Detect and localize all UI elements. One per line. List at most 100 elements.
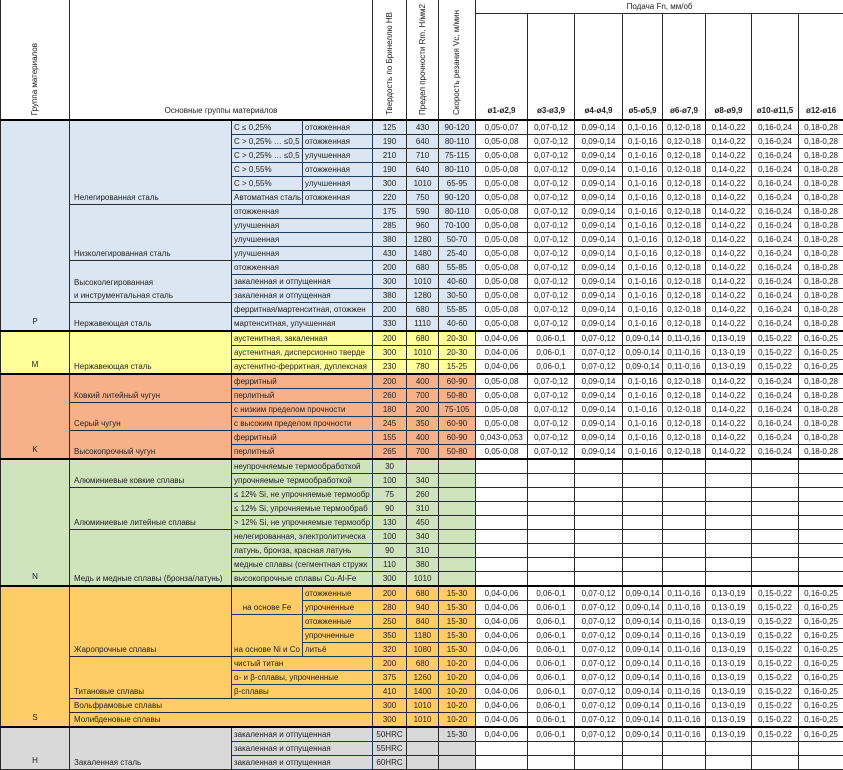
- feed-value: [575, 544, 623, 558]
- strength-value: 640: [407, 163, 439, 177]
- feed-value: 0,09-0,14: [623, 643, 663, 657]
- hardness-value: 200: [373, 261, 407, 275]
- feed-value: [706, 558, 752, 572]
- feed-value: 0,14-0,22: [706, 317, 752, 332]
- cutting-speed-value: [439, 544, 476, 558]
- feed-value: 0,09-0,14: [575, 389, 623, 403]
- material-main-group: Алюминиевые литейные сплавы: [70, 488, 232, 530]
- feed-value: 0,09-0,14: [623, 671, 663, 685]
- hardness-value: 110: [373, 558, 407, 572]
- cutting-speed-value: [439, 459, 476, 474]
- feed-value: 0,11-0,16: [663, 331, 706, 346]
- hardness-value: 180: [373, 403, 407, 417]
- feed-value: 0,16-0,24: [752, 247, 799, 261]
- feed-value: 0,18-0,28: [799, 205, 843, 219]
- feed-value: 0,1-0,16: [623, 247, 663, 261]
- feed-value: 0,04-0,06: [476, 727, 528, 742]
- feed-value: [528, 742, 575, 756]
- feed-value: 0,09-0,14: [623, 657, 663, 671]
- feed-value: [476, 459, 528, 474]
- strength-value: 1010: [407, 572, 439, 587]
- feed-value: 0,07-0,12: [575, 331, 623, 346]
- hardness-value: 300: [373, 346, 407, 360]
- feed-value: 0,18-0,28: [799, 149, 843, 163]
- feed-value: 0,04-0,06: [476, 615, 528, 629]
- feed-value: [663, 474, 706, 488]
- feed-value: 0,1-0,16: [623, 275, 663, 289]
- hardness-value: 175: [373, 205, 407, 219]
- material-condition: отожженная: [303, 163, 373, 177]
- material-main-group: Нелегированная сталь: [70, 120, 232, 205]
- table-row: Высоколегированная и инструментальная ст…: [1, 261, 843, 275]
- material-condition: закаленная и отпущенная: [232, 275, 373, 289]
- header-diameter-6: ø8-ø9,9: [706, 14, 752, 121]
- feed-value: 0,06-0,1: [528, 727, 575, 742]
- feed-value: 0,13-0,19: [706, 643, 752, 657]
- cutting-speed-value: 50-80: [439, 445, 476, 460]
- feed-value: 0,09-0,14: [575, 135, 623, 149]
- feed-value: [799, 516, 843, 530]
- feed-value: 0,14-0,22: [706, 135, 752, 149]
- cutting-speed-value: 60-90: [439, 417, 476, 431]
- feed-value: 0,09-0,14: [623, 360, 663, 375]
- header-label: Группа материалов: [29, 43, 41, 115]
- feed-value: 0,09-0,14: [575, 205, 623, 219]
- feed-value: 0,14-0,22: [706, 247, 752, 261]
- feed-value: 0,05-0,08: [476, 403, 528, 417]
- header-cutting-speed: Скорость резания Vc, м/мин: [439, 0, 476, 120]
- feed-value: 0,07-0,12: [575, 629, 623, 643]
- feed-value: 0,12-0,18: [663, 317, 706, 332]
- feed-value: 0,18-0,28: [799, 120, 843, 135]
- feed-value: 0,04-0,06: [476, 685, 528, 699]
- feed-value: 0,14-0,22: [706, 403, 752, 417]
- feed-value: 0,14-0,22: [706, 445, 752, 460]
- material-condition: улучшенная: [232, 233, 373, 247]
- feed-value: 0,16-0,25: [799, 346, 843, 360]
- material-condition: аустенитная, закаленная: [232, 331, 373, 346]
- feed-value: 0,14-0,22: [706, 275, 752, 289]
- feed-value: 0,09-0,14: [623, 586, 663, 601]
- material-subgroup: C > 0,55%: [232, 177, 303, 191]
- material-condition: отожженная: [303, 191, 373, 205]
- material-condition: улучшенная: [303, 177, 373, 191]
- feed-value: [752, 516, 799, 530]
- feed-value: 0,06-0,1: [528, 586, 575, 601]
- material-condition: мартенситная, улучшенная: [232, 317, 373, 332]
- feed-value: 0,11-0,16: [663, 615, 706, 629]
- material-condition: закаленная и отпущенная: [232, 742, 373, 756]
- feed-value: 0,09-0,14: [575, 247, 623, 261]
- feed-value: [575, 756, 623, 770]
- hardness-value: 155: [373, 431, 407, 445]
- hardness-value: 300: [373, 572, 407, 587]
- strength-value: 680: [407, 303, 439, 317]
- strength-value: 1010: [407, 713, 439, 728]
- header-diameter-5: ø6-ø7,9: [663, 14, 706, 121]
- strength-value: 260: [407, 488, 439, 502]
- feed-value: [528, 530, 575, 544]
- feed-value: 0,16-0,24: [752, 149, 799, 163]
- feed-value: 0,12-0,18: [663, 191, 706, 205]
- strength-value: 700: [407, 445, 439, 460]
- cutting-speed-value: 30-50: [439, 289, 476, 303]
- feed-value: [575, 502, 623, 516]
- feed-value: 0,04-0,06: [476, 346, 528, 360]
- material-condition: улучшенная: [303, 149, 373, 163]
- feed-value: 0,07-0,12: [575, 346, 623, 360]
- feed-value: [706, 488, 752, 502]
- feed-value: 0,05-0,08: [476, 191, 528, 205]
- feed-value: 0,11-0,16: [663, 360, 706, 375]
- feed-value: [528, 502, 575, 516]
- feed-value: 0,09-0,14: [575, 303, 623, 317]
- strength-value: 450: [407, 516, 439, 530]
- hardness-value: 100: [373, 530, 407, 544]
- strength-value: 680: [407, 261, 439, 275]
- feed-value: 0,16-0,24: [752, 417, 799, 431]
- feed-value: 0,16-0,24: [752, 275, 799, 289]
- hardness-value: 320: [373, 643, 407, 657]
- feed-value: [575, 530, 623, 544]
- feed-value: 0,15-0,22: [752, 671, 799, 685]
- feed-value: 0,12-0,18: [663, 233, 706, 247]
- feed-value: [476, 474, 528, 488]
